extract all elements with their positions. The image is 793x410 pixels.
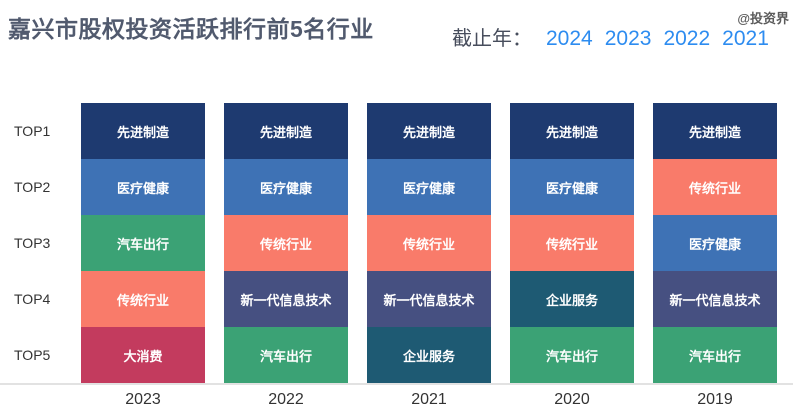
year-option-2022[interactable]: 2022 — [663, 27, 711, 50]
industry-block[interactable]: 传统行业 — [81, 271, 205, 327]
industry-block[interactable]: 企业服务 — [510, 271, 634, 327]
industry-block[interactable]: 先进制造 — [367, 103, 491, 159]
year-column-2019: 先进制造 传统行业 医疗健康 新一代信息技术 汽车出行 — [653, 103, 777, 383]
rank-label: TOP2 — [14, 179, 51, 195]
rank-label: TOP5 — [14, 347, 51, 363]
industry-block[interactable]: 先进制造 — [224, 103, 348, 159]
year-filter-options: 2024 2023 2022 2021 — [546, 27, 769, 51]
industry-block[interactable]: 大消费 — [81, 327, 205, 383]
page-title: 嘉兴市股权投资活跃排行前5名行业 — [8, 16, 374, 42]
industry-block[interactable]: 医疗健康 — [367, 159, 491, 215]
industry-block[interactable]: 先进制造 — [653, 103, 777, 159]
industry-block[interactable]: 新一代信息技术 — [224, 271, 348, 327]
industry-block[interactable]: 先进制造 — [81, 103, 205, 159]
industry-block[interactable]: 汽车出行 — [81, 215, 205, 271]
industry-block[interactable]: 传统行业 — [653, 159, 777, 215]
industry-block[interactable]: 新一代信息技术 — [653, 271, 777, 327]
watermark: @投资界 — [737, 11, 789, 26]
x-axis-label: 2023 — [125, 391, 161, 408]
year-column-2021: 先进制造 医疗健康 传统行业 新一代信息技术 企业服务 — [367, 103, 491, 383]
industry-block[interactable]: 医疗健康 — [224, 159, 348, 215]
year-column-2023: 先进制造 医疗健康 汽车出行 传统行业 大消费 — [81, 103, 205, 383]
industry-block[interactable]: 汽车出行 — [224, 327, 348, 383]
industry-block[interactable]: 传统行业 — [224, 215, 348, 271]
industry-block[interactable]: 传统行业 — [367, 215, 491, 271]
year-columns: 先进制造 医疗健康 汽车出行 传统行业 大消费 先进制造 医疗健康 传统行业 新一代信息技术 汽车… — [81, 103, 777, 383]
industry-block[interactable]: 汽车出行 — [653, 327, 777, 383]
rank-label: TOP1 — [14, 123, 51, 139]
industry-block[interactable]: 医疗健康 — [653, 215, 777, 271]
year-option-2021[interactable]: 2021 — [722, 27, 769, 50]
rank-label: TOP3 — [14, 235, 51, 251]
rank-label: TOP4 — [14, 291, 51, 307]
x-axis-labels: 2023 2022 2021 2020 2019 — [81, 391, 777, 409]
x-axis-label: 2021 — [411, 391, 447, 408]
year-column-2020: 先进制造 医疗健康 传统行业 企业服务 汽车出行 — [510, 103, 634, 383]
industry-block[interactable]: 汽车出行 — [510, 327, 634, 383]
year-option-2023[interactable]: 2023 — [604, 27, 652, 50]
year-filter: 截止年： 2024 2023 2022 2021 — [452, 22, 769, 51]
industry-block[interactable]: 医疗健康 — [510, 159, 634, 215]
x-axis-label: 2020 — [554, 391, 590, 408]
industry-block[interactable]: 传统行业 — [510, 215, 634, 271]
year-column-2022: 先进制造 医疗健康 传统行业 新一代信息技术 汽车出行 — [224, 103, 348, 383]
industry-block[interactable]: 新一代信息技术 — [367, 271, 491, 327]
industry-block[interactable]: 医疗健康 — [81, 159, 205, 215]
x-axis-label: 2019 — [697, 391, 733, 408]
year-filter-label: 截止年： — [452, 28, 532, 50]
year-option-2024[interactable]: 2024 — [546, 27, 593, 50]
rank-labels: TOP1 TOP2 TOP3 TOP4 TOP5 — [14, 103, 50, 383]
industry-block[interactable]: 企业服务 — [367, 327, 491, 383]
x-axis-line — [0, 383, 793, 385]
x-axis-label: 2022 — [268, 391, 304, 408]
industry-block[interactable]: 先进制造 — [510, 103, 634, 159]
